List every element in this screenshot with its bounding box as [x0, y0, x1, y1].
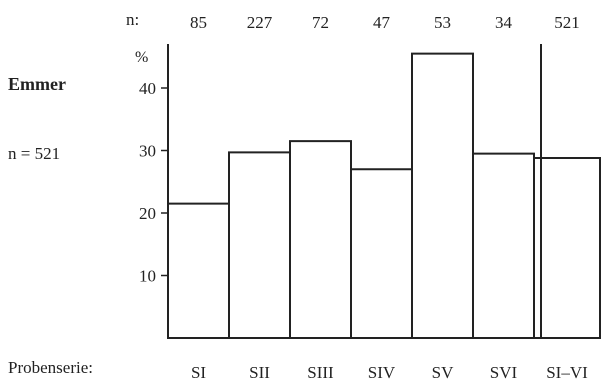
bar-sv — [411, 52, 474, 339]
count-label: 85 — [190, 13, 207, 32]
count-label: 34 — [495, 13, 513, 32]
x-tick-label: SII — [249, 363, 270, 382]
counts-label: n: — [126, 10, 140, 29]
x-tick-label: SV — [432, 363, 454, 382]
count-label: 72 — [312, 13, 329, 32]
count-label: 53 — [434, 13, 451, 32]
bar-si — [167, 202, 230, 339]
chart-subtitle: n = 521 — [8, 144, 61, 163]
count-label: 47 — [373, 13, 391, 32]
count-label: 227 — [247, 13, 273, 32]
x-axis-label: Probenserie: — [8, 358, 93, 377]
count-label: 521 — [554, 13, 580, 32]
bar-si-vi — [533, 157, 601, 339]
y-tick-label: 40 — [139, 79, 156, 98]
y-tick-label: 30 — [139, 142, 156, 161]
x-tick-label: SI — [191, 363, 206, 382]
x-tick-label: SIII — [307, 363, 334, 382]
x-tick-label: SVI — [490, 363, 518, 382]
bar-siv — [350, 168, 413, 339]
y-axis-unit: % — [135, 49, 148, 66]
y-tick-label: 20 — [139, 204, 156, 223]
bar-svi — [472, 152, 535, 339]
bar-siii — [289, 140, 352, 339]
chart-title: Emmer — [8, 74, 66, 94]
x-tick-label: SIV — [368, 363, 396, 382]
x-tick-label: SI–VI — [546, 363, 588, 382]
y-tick-label: 10 — [139, 267, 156, 286]
bar-sii — [228, 151, 291, 339]
